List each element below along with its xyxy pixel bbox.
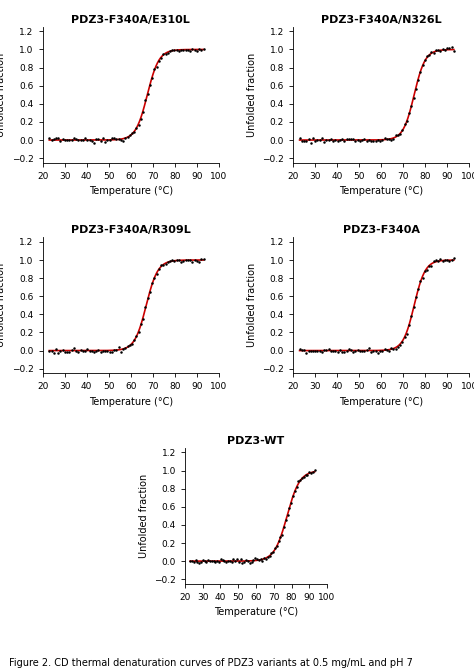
Y-axis label: Unfolded fraction: Unfolded fraction — [246, 52, 256, 137]
X-axis label: Temperature (°C): Temperature (°C) — [339, 187, 423, 196]
Title: PDZ3-F340A: PDZ3-F340A — [343, 225, 419, 236]
Y-axis label: Unfolded fraction: Unfolded fraction — [246, 263, 256, 348]
Text: Figure 2. CD thermal denaturation curves of PDZ3 variants at 0.5 mg/mL and pH 7: Figure 2. CD thermal denaturation curves… — [9, 658, 413, 668]
X-axis label: Temperature (°C): Temperature (°C) — [89, 187, 173, 196]
Y-axis label: Unfolded fraction: Unfolded fraction — [138, 474, 148, 558]
Y-axis label: Unfolded fraction: Unfolded fraction — [0, 52, 6, 137]
X-axis label: Temperature (°C): Temperature (°C) — [89, 397, 173, 407]
X-axis label: Temperature (°C): Temperature (°C) — [339, 397, 423, 407]
Title: PDZ3-F340A/N326L: PDZ3-F340A/N326L — [321, 15, 441, 25]
Title: PDZ3-WT: PDZ3-WT — [228, 435, 284, 446]
Y-axis label: Unfolded fraction: Unfolded fraction — [0, 263, 6, 348]
Title: PDZ3-F340A/E310L: PDZ3-F340A/E310L — [72, 15, 190, 25]
Title: PDZ3-F340A/R309L: PDZ3-F340A/R309L — [71, 225, 191, 236]
X-axis label: Temperature (°C): Temperature (°C) — [214, 607, 298, 617]
